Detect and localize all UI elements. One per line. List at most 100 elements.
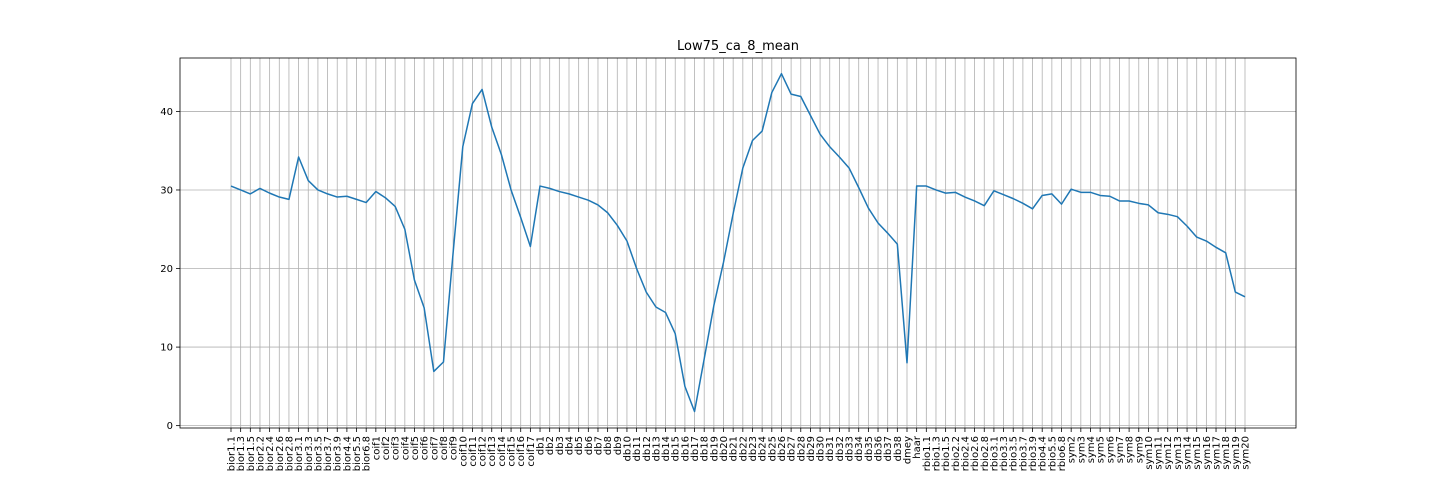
x-tick-label: db15 bbox=[671, 436, 682, 461]
x-tick-label: coif9 bbox=[449, 436, 460, 460]
x-tick-label: db18 bbox=[700, 436, 711, 461]
x-tick-label: rbio4.4 bbox=[1038, 436, 1049, 471]
x-tick-label: sym12 bbox=[1163, 436, 1174, 470]
x-tick-label: coif5 bbox=[410, 436, 421, 460]
y-tick-label: 40 bbox=[160, 107, 173, 118]
x-tick-label: sym8 bbox=[1125, 436, 1136, 463]
x-tick-label: db11 bbox=[632, 436, 643, 461]
x-tick-label: db17 bbox=[690, 436, 701, 461]
x-tick-label: bior1.5 bbox=[246, 436, 257, 471]
x-tick-label: rbio2.2 bbox=[951, 436, 962, 471]
y-tick-label: 30 bbox=[160, 185, 173, 196]
x-tick-label: rbio2.6 bbox=[970, 436, 981, 471]
x-tick-label: sym16 bbox=[1202, 436, 1213, 470]
x-tick-label: coif10 bbox=[458, 436, 469, 467]
x-tick-label: db23 bbox=[748, 436, 759, 461]
x-tick-label: rbio3.3 bbox=[999, 436, 1010, 471]
x-tick-label: sym4 bbox=[1086, 436, 1097, 463]
x-tick-label: coif8 bbox=[439, 436, 450, 460]
x-tick-label: db26 bbox=[777, 436, 788, 461]
x-tick-label: coif14 bbox=[497, 436, 508, 467]
x-tick-label: rbio5.5 bbox=[1047, 436, 1058, 471]
x-tick-label: db8 bbox=[603, 436, 614, 455]
data-series bbox=[230, 72, 1246, 413]
x-tick-label: db37 bbox=[883, 436, 894, 461]
series-line bbox=[230, 72, 1246, 413]
y-tick-label: 0 bbox=[167, 421, 173, 432]
x-tick-label: dmey bbox=[903, 436, 914, 464]
x-tick-label: db32 bbox=[835, 436, 846, 461]
x-tick-label: bior6.8 bbox=[362, 436, 373, 471]
x-tick-label: db34 bbox=[854, 436, 865, 461]
x-tick-label: bior2.4 bbox=[265, 436, 276, 471]
x-tick-label: db25 bbox=[767, 436, 778, 461]
x-tick-label: sym10 bbox=[1144, 436, 1155, 470]
x-tick-label: sym20 bbox=[1241, 436, 1252, 470]
x-tick-label: db38 bbox=[893, 436, 904, 461]
x-tick-label: coif2 bbox=[381, 436, 392, 460]
x-tick-label: sym2 bbox=[1067, 436, 1078, 463]
x-tick-label: sym15 bbox=[1192, 436, 1203, 470]
x-tick-label: bior2.2 bbox=[255, 436, 266, 471]
x-tick-label: bior1.1 bbox=[227, 436, 238, 471]
x-axis-ticks: bior1.1bior1.3bior1.5bior2.2bior2.4bior2… bbox=[227, 428, 1252, 471]
x-tick-label: rbio1.3 bbox=[931, 436, 942, 471]
x-tick-label: rbio2.8 bbox=[980, 436, 991, 471]
x-tick-label: db27 bbox=[787, 436, 798, 461]
x-tick-label: db3 bbox=[555, 436, 566, 455]
x-tick-label: db4 bbox=[565, 436, 576, 455]
x-tick-label: coif15 bbox=[507, 436, 518, 467]
x-tick-label: db35 bbox=[864, 436, 875, 461]
x-tick-label: coif12 bbox=[478, 436, 489, 467]
x-tick-label: sym18 bbox=[1221, 436, 1232, 470]
chart-title: Low75_ca_8_mean bbox=[677, 39, 799, 54]
x-tick-label: coif1 bbox=[371, 436, 382, 460]
x-tick-label: sym17 bbox=[1212, 436, 1223, 470]
x-tick-label: sym5 bbox=[1096, 436, 1107, 463]
x-tick-label: sym11 bbox=[1154, 436, 1165, 470]
x-tick-label: coif11 bbox=[468, 436, 479, 467]
x-tick-label: bior3.7 bbox=[323, 436, 334, 471]
x-tick-label: rbio6.8 bbox=[1057, 436, 1068, 471]
x-tick-label: coif16 bbox=[516, 436, 527, 467]
x-tick-label: db31 bbox=[825, 436, 836, 461]
x-tick-label: db24 bbox=[758, 436, 769, 461]
x-tick-label: haar bbox=[912, 435, 923, 459]
x-tick-label: db12 bbox=[642, 436, 653, 461]
x-tick-label: db16 bbox=[680, 436, 691, 461]
x-tick-label: db9 bbox=[613, 436, 624, 455]
x-tick-label: coif6 bbox=[420, 436, 431, 460]
x-tick-label: bior2.8 bbox=[284, 436, 295, 471]
x-tick-label: coif3 bbox=[391, 436, 402, 460]
y-tick-label: 10 bbox=[160, 343, 173, 354]
x-tick-label: sym9 bbox=[1134, 436, 1145, 463]
x-tick-label: rbio3.7 bbox=[1018, 436, 1029, 471]
x-tick-label: bior1.3 bbox=[236, 436, 247, 471]
x-tick-label: db14 bbox=[661, 436, 672, 461]
x-tick-label: coif17 bbox=[526, 436, 537, 467]
x-tick-label: sym13 bbox=[1173, 436, 1184, 470]
y-axis-ticks: 0 10 20 30 40 bbox=[160, 107, 180, 432]
x-tick-label: sym19 bbox=[1231, 436, 1242, 470]
x-tick-label: db6 bbox=[584, 436, 595, 455]
x-tick-label: db5 bbox=[574, 436, 585, 455]
x-tick-label: bior3.3 bbox=[304, 436, 315, 471]
x-tick-label: bior3.9 bbox=[333, 436, 344, 471]
x-tick-label: db20 bbox=[719, 436, 730, 461]
x-tick-label: bior5.5 bbox=[352, 436, 363, 471]
x-tick-label: db33 bbox=[845, 436, 856, 461]
x-tick-label: rbio3.9 bbox=[1028, 436, 1039, 471]
x-tick-label: bior2.6 bbox=[275, 436, 286, 471]
x-tick-label: db13 bbox=[651, 436, 662, 461]
x-tick-label: db19 bbox=[709, 436, 720, 461]
y-tick-label: 20 bbox=[160, 264, 173, 275]
x-tick-label: db21 bbox=[729, 436, 740, 461]
x-tick-label: sym3 bbox=[1076, 436, 1087, 463]
x-tick-label: db29 bbox=[806, 436, 817, 461]
x-tick-label: db7 bbox=[593, 436, 604, 455]
x-tick-label: rbio3.1 bbox=[989, 436, 1000, 471]
x-tick-label: db22 bbox=[738, 436, 749, 461]
x-tick-label: rbio2.4 bbox=[960, 436, 971, 471]
x-tick-label: db10 bbox=[622, 436, 633, 461]
